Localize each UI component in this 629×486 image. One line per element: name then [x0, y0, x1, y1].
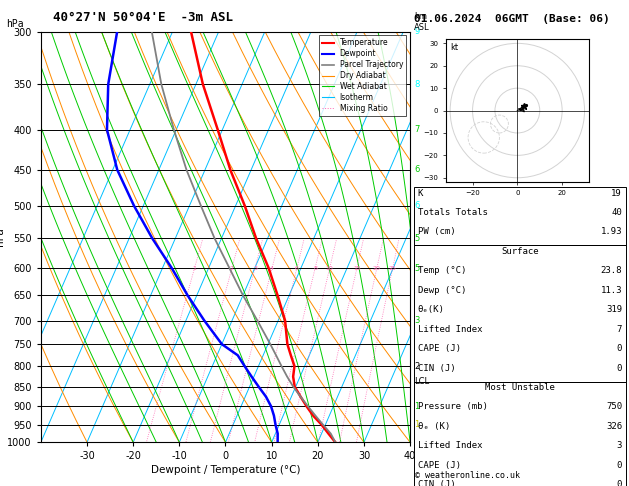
Text: CAPE (J): CAPE (J)	[418, 461, 460, 470]
Text: 1.93: 1.93	[601, 227, 622, 237]
Text: 0: 0	[616, 344, 622, 353]
Text: 6: 6	[415, 201, 420, 210]
Text: 25: 25	[389, 266, 397, 271]
Text: 40°27'N 50°04'E  -3m ASL: 40°27'N 50°04'E -3m ASL	[53, 11, 233, 24]
Text: 3: 3	[616, 441, 622, 451]
Text: 3: 3	[253, 266, 257, 271]
Text: 8: 8	[313, 266, 317, 271]
X-axis label: Dewpoint / Temperature (°C): Dewpoint / Temperature (°C)	[151, 466, 300, 475]
Text: θₑ (K): θₑ (K)	[418, 422, 450, 431]
Text: 7: 7	[616, 325, 622, 334]
Text: PW (cm): PW (cm)	[418, 227, 455, 237]
Text: LCL: LCL	[415, 378, 430, 386]
Legend: Temperature, Dewpoint, Parcel Trajectory, Dry Adiabat, Wet Adiabat, Isotherm, Mi: Temperature, Dewpoint, Parcel Trajectory…	[319, 35, 406, 116]
Text: 5: 5	[415, 234, 420, 243]
Text: 01.06.2024  06GMT  (Base: 06): 01.06.2024 06GMT (Base: 06)	[414, 14, 610, 24]
Text: 19: 19	[611, 189, 622, 198]
Text: Pressure (mb): Pressure (mb)	[418, 402, 487, 412]
Text: 6: 6	[295, 266, 299, 271]
Text: 9: 9	[415, 27, 420, 36]
Text: 23.8: 23.8	[601, 266, 622, 276]
Text: Most Unstable: Most Unstable	[485, 383, 555, 392]
Text: 5: 5	[415, 263, 420, 273]
Text: θₑ(K): θₑ(K)	[418, 305, 445, 314]
Text: 20: 20	[373, 266, 381, 271]
Text: CAPE (J): CAPE (J)	[418, 344, 460, 353]
Text: 40: 40	[611, 208, 622, 217]
Text: 3: 3	[415, 316, 420, 325]
Text: Lifted Index: Lifted Index	[418, 441, 482, 451]
Text: km
ASL: km ASL	[415, 12, 430, 32]
Text: 0: 0	[616, 461, 622, 470]
Text: 2: 2	[415, 362, 420, 371]
Text: 1: 1	[192, 266, 196, 271]
Text: 15: 15	[353, 266, 361, 271]
Text: © weatheronline.co.uk: © weatheronline.co.uk	[415, 471, 520, 480]
Text: Lifted Index: Lifted Index	[418, 325, 482, 334]
Text: Surface: Surface	[501, 247, 538, 256]
Text: 1: 1	[415, 402, 420, 411]
Text: CIN (J): CIN (J)	[418, 480, 455, 486]
Text: 10: 10	[326, 266, 333, 271]
Text: Totals Totals: Totals Totals	[418, 208, 487, 217]
Text: 8: 8	[415, 80, 420, 88]
Text: CIN (J): CIN (J)	[418, 364, 455, 373]
Text: 6: 6	[415, 165, 420, 174]
Text: 750: 750	[606, 402, 622, 412]
Text: Dewp (°C): Dewp (°C)	[418, 286, 466, 295]
Text: 326: 326	[606, 422, 622, 431]
Text: 11.3: 11.3	[601, 286, 622, 295]
Text: 7: 7	[415, 125, 420, 134]
Text: kt: kt	[450, 43, 459, 52]
Text: Temp (°C): Temp (°C)	[418, 266, 466, 276]
Text: 1: 1	[415, 420, 420, 429]
Y-axis label: hPa: hPa	[0, 227, 4, 246]
Text: 0: 0	[616, 480, 622, 486]
Text: K: K	[418, 189, 423, 198]
Text: 319: 319	[606, 305, 622, 314]
Text: 4: 4	[270, 266, 274, 271]
Text: 2: 2	[230, 266, 234, 271]
Text: 0: 0	[616, 364, 622, 373]
Text: hPa: hPa	[6, 19, 24, 29]
